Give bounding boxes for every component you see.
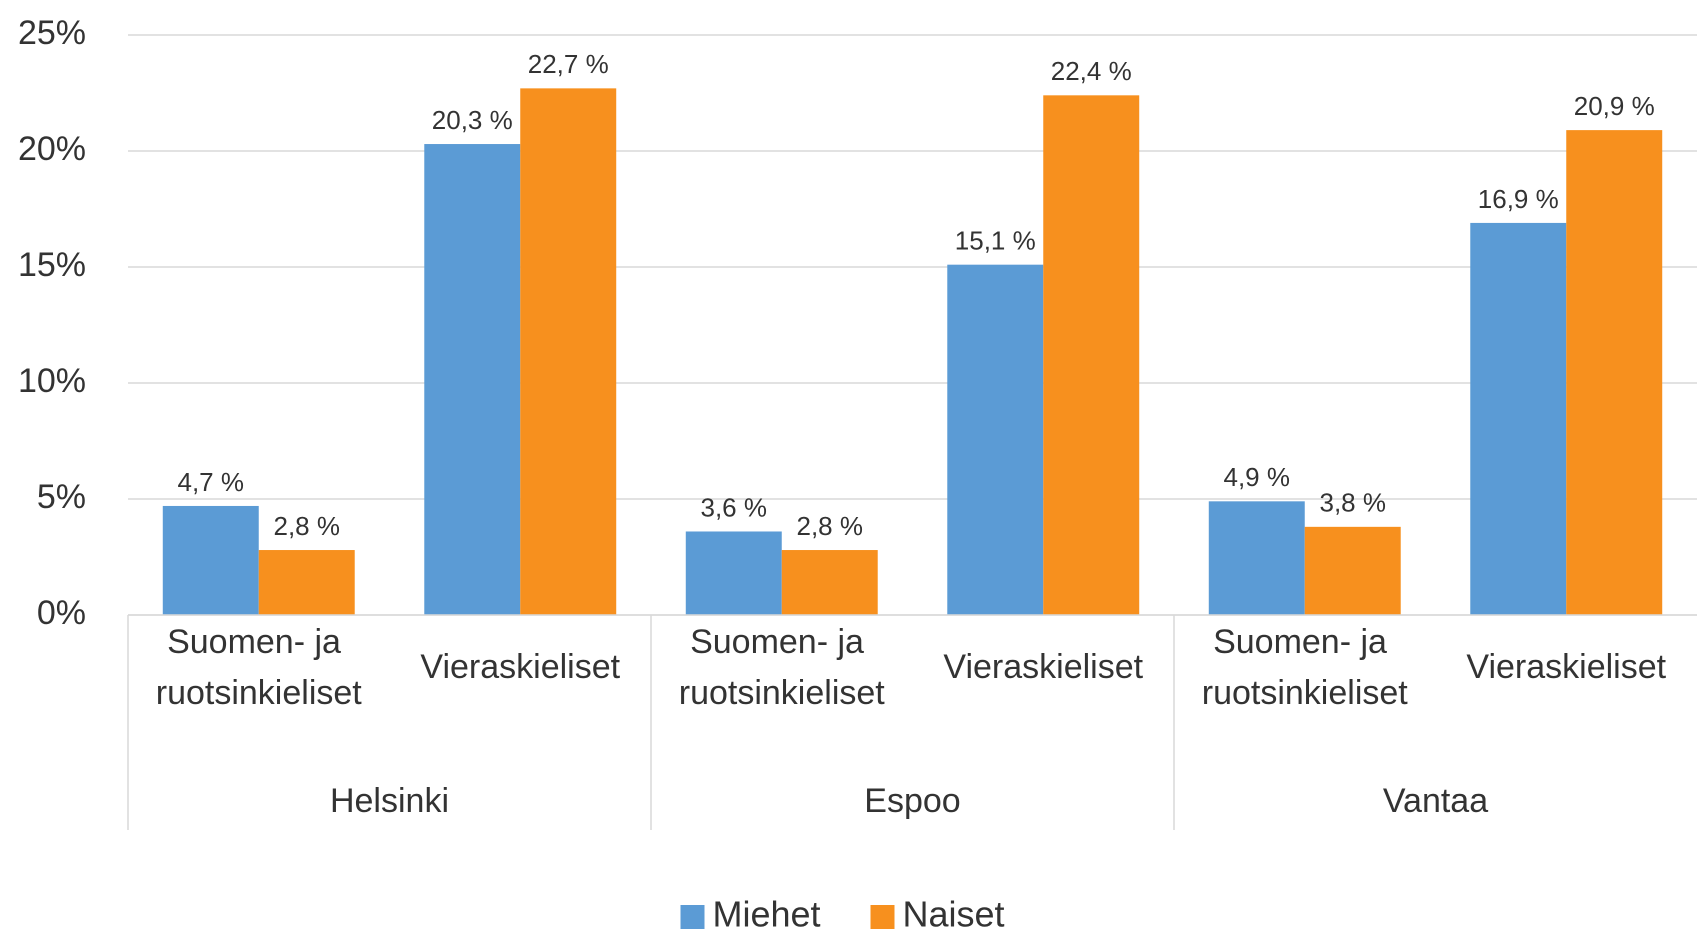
x-tick-label: Vieraskieliset — [943, 648, 1143, 686]
data-label: 20,9 % — [1574, 91, 1655, 121]
bar — [947, 264, 1044, 615]
y-tick-label: 5% — [37, 478, 86, 516]
legend-label: Naiset — [903, 894, 1005, 935]
y-tick-label: 15% — [18, 246, 86, 284]
y-tick-label: 20% — [18, 130, 86, 168]
group-label: Vantaa — [1383, 782, 1488, 820]
data-label: 2,8 % — [273, 511, 340, 541]
bar — [162, 505, 259, 615]
legend-label: Miehet — [713, 894, 821, 935]
data-label: 16,9 % — [1478, 184, 1559, 214]
x-tick-label: Suomen- ja ruotsinkieliset — [1202, 623, 1409, 712]
data-label: 4,7 % — [178, 467, 245, 497]
x-tick-label: Vieraskieliset — [1466, 648, 1666, 686]
bar — [1470, 222, 1567, 616]
x-tick-label: Suomen- ja ruotsinkieliset — [679, 623, 886, 712]
data-label: 22,7 % — [528, 49, 609, 79]
bar — [1208, 501, 1305, 615]
bar — [424, 144, 521, 616]
y-tick-label: 25% — [18, 14, 86, 52]
group-label: Helsinki — [330, 782, 449, 820]
data-label: 22,4 % — [1051, 56, 1132, 86]
data-label: 15,1 % — [955, 226, 1036, 256]
x-tick-label: Vieraskieliset — [420, 648, 620, 686]
bar — [1566, 130, 1663, 615]
data-label: 2,8 % — [796, 511, 863, 541]
legend-swatch — [870, 905, 895, 929]
legend-swatch — [680, 905, 705, 929]
bar — [1304, 526, 1401, 615]
x-tick-label: Suomen- ja ruotsinkieliset — [156, 623, 363, 712]
bar — [520, 88, 617, 616]
data-label: 20,3 % — [432, 105, 513, 135]
data-label: 3,8 % — [1319, 488, 1386, 518]
bar — [1043, 95, 1140, 615]
bar — [258, 550, 355, 615]
group-label: Espoo — [864, 782, 960, 820]
data-label: 4,9 % — [1224, 462, 1291, 492]
y-tick-label: 10% — [18, 362, 86, 400]
data-label: 3,6 % — [701, 492, 768, 522]
bar — [781, 550, 878, 615]
y-tick-label: 0% — [37, 594, 86, 632]
bar — [685, 531, 782, 615]
